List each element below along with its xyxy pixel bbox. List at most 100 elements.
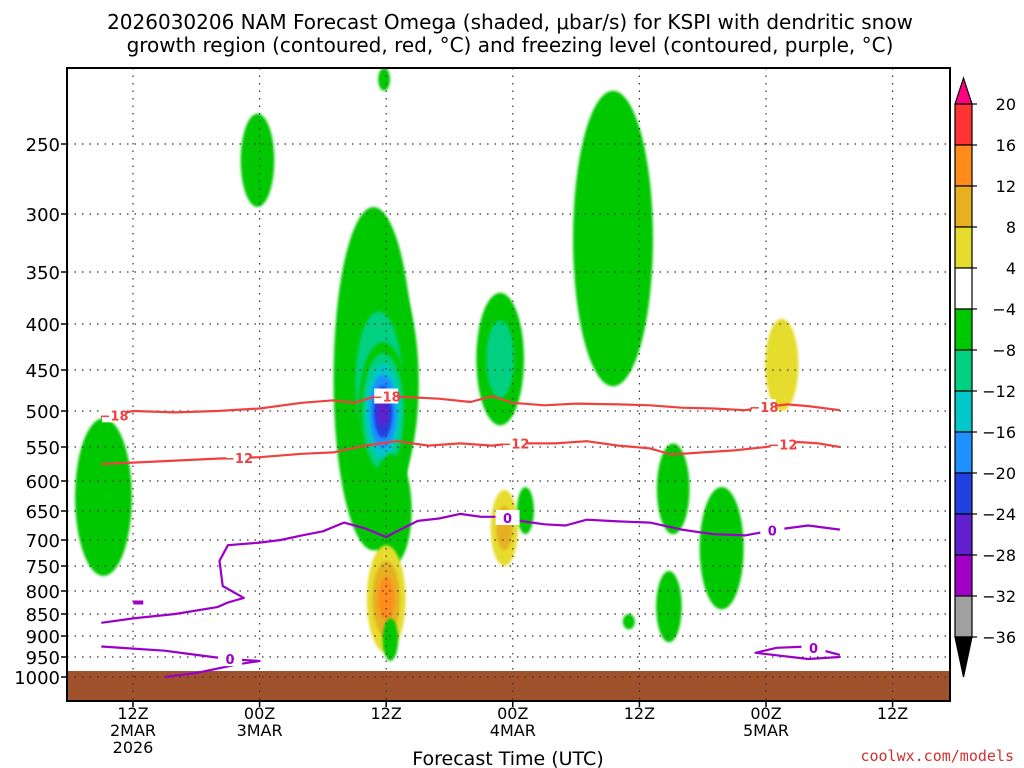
colorbar-bin	[954, 308, 973, 351]
contour-path	[754, 645, 841, 661]
freezing-level-fragment	[133, 600, 144, 605]
contour-label-bg	[495, 509, 520, 525]
colorbar-bin	[954, 185, 973, 228]
x-tick-label: 2026	[113, 738, 154, 757]
colorbar-bottom-arrow	[954, 636, 973, 678]
colorbar-label: 8	[1006, 218, 1016, 237]
omega-feature-15	[656, 443, 690, 535]
contour-label: −12	[224, 452, 253, 467]
colorbar-label: −28	[982, 546, 1016, 565]
omega-contour-fill	[377, 396, 389, 427]
omega-contour-fill	[765, 318, 799, 411]
x-axis-label: Forecast Time (UTC)	[412, 748, 603, 768]
contour-label-bg	[226, 449, 251, 465]
contour-label: −12	[768, 438, 797, 453]
y-tick-label: 750	[26, 557, 60, 578]
credit-text: coolwx.com/models	[860, 747, 1014, 765]
y-axis-ticks: 2503003504004505005506006507007508008509…	[14, 135, 67, 689]
contour-line-1: −18 −18 −18	[100, 388, 841, 424]
y-tick-label: 950	[26, 648, 60, 669]
y-tick-label: 250	[26, 135, 60, 156]
colorbar-bin	[954, 595, 973, 638]
y-tick-label: 1000	[14, 668, 60, 689]
contour-line-3: 00	[101, 509, 841, 624]
contour-label-bg	[801, 639, 826, 655]
colorbar-bin	[954, 226, 973, 269]
omega-contour-fill	[371, 453, 412, 566]
y-tick-label: 550	[26, 438, 60, 459]
y-tick-label: 650	[26, 502, 60, 523]
omega-feature-7	[371, 453, 412, 566]
contour-line-4: 0	[101, 645, 261, 679]
colorbar-bin	[954, 431, 973, 474]
colorbar-bin	[954, 513, 973, 556]
omega-feature-3	[378, 68, 391, 91]
y-tick-label: 450	[26, 361, 60, 382]
contour-label-bg	[218, 651, 243, 667]
colorbar-label: −16	[982, 423, 1016, 442]
x-tick-label: 3MAR	[237, 721, 283, 740]
x-tick-label: 12Z	[371, 704, 402, 723]
colorbar: 20 16 12 8 4 −4 −8 −12 −16 −20 −24 −28 −32 −36	[954, 76, 1016, 678]
colorbar-label: 20	[996, 95, 1016, 114]
y-tick-label: 350	[26, 263, 60, 284]
omega-feature-16	[656, 571, 682, 643]
omega-contour-fill	[378, 68, 391, 91]
contour-line-5: 0	[754, 639, 841, 661]
colorbar-bin	[954, 267, 973, 310]
x-tick-label: 00Z	[497, 704, 528, 723]
omega-contour-fill	[656, 443, 690, 535]
contour-label: −18	[100, 409, 129, 424]
omega-feature-14	[622, 614, 635, 630]
colorbar-label: 12	[996, 177, 1016, 196]
y-tick-label: 850	[26, 605, 60, 626]
colorbar-top-arrow	[954, 76, 973, 105]
colorbar-label: −24	[982, 505, 1016, 524]
x-tick-label: 00Z	[244, 704, 275, 723]
chart-title-line-2: growth region (contoured, red, °C) and f…	[127, 33, 894, 57]
omega-feature-18	[765, 318, 799, 411]
omega-contour-fill	[240, 113, 275, 207]
omega-feature-9	[382, 618, 399, 661]
colorbar-bin	[954, 103, 973, 146]
colorbar-bin	[954, 472, 973, 515]
x-tick-label: 12Z	[117, 704, 148, 723]
plot-frame	[66, 67, 951, 702]
x-tick-label: 12Z	[624, 704, 655, 723]
colorbar-label: −20	[982, 464, 1016, 483]
colorbar-label: −12	[982, 382, 1016, 401]
contour-label-bg	[770, 436, 795, 452]
grid-lines	[67, 68, 950, 701]
y-tick-label: 400	[26, 315, 60, 336]
x-tick-label: 5MAR	[743, 721, 789, 740]
omega-feature-10	[476, 292, 525, 426]
contour-label-bg	[502, 435, 527, 451]
colorbar-bin	[954, 144, 973, 187]
colorbar-bin	[954, 349, 973, 392]
contour-line-2: −12 −12 −12	[101, 435, 841, 467]
contour-label: 0	[503, 512, 512, 527]
omega-contour-fill	[699, 487, 744, 610]
y-tick-label: 900	[26, 627, 60, 648]
contour-path	[101, 512, 841, 624]
x-tick-label: 4MAR	[490, 721, 536, 740]
colorbar-bin	[954, 390, 973, 433]
omega-contour-fill	[573, 90, 654, 387]
y-tick-label: 300	[26, 205, 60, 226]
y-tick-label: 600	[26, 472, 60, 493]
omega-contour-fill	[75, 418, 132, 576]
ground-layer	[67, 671, 950, 701]
omega-contour-fill	[486, 320, 515, 398]
colorbar-label: 4	[1006, 259, 1016, 278]
contour-label: −12	[500, 437, 529, 452]
contour-label-bg	[374, 388, 399, 404]
chart-title-line-1: 2026030206 NAM Forecast Omega (shaded, μ…	[107, 10, 913, 34]
contour-label: 0	[226, 653, 235, 668]
y-tick-label: 800	[26, 582, 60, 603]
contour-path	[101, 440, 841, 466]
omega-feature-13	[573, 90, 654, 387]
x-tick-label: 2MAR	[110, 721, 156, 740]
